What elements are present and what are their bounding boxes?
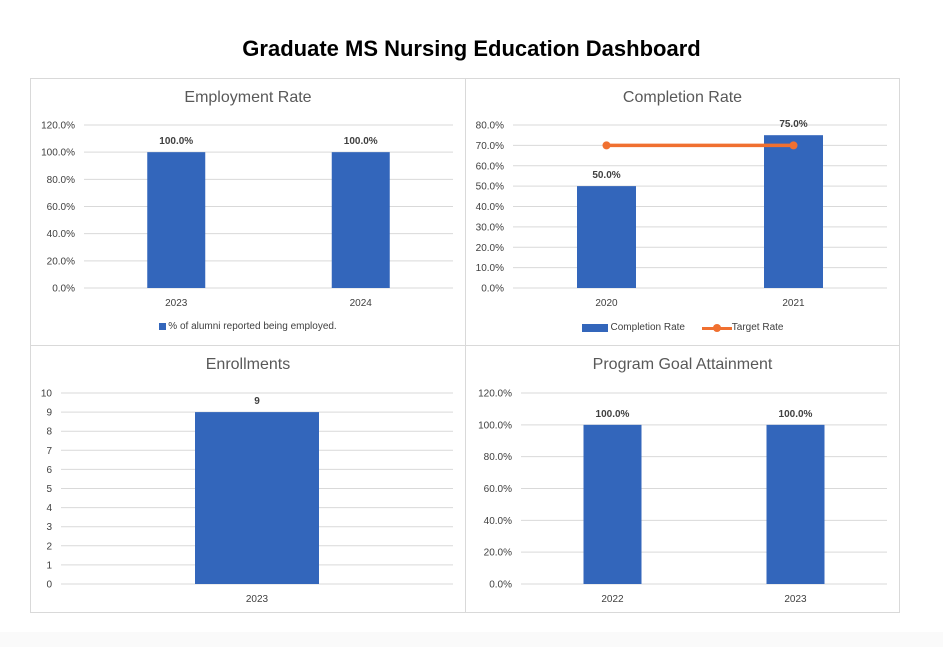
y-tick-label: 70.0% — [476, 141, 504, 152]
bar — [583, 424, 642, 584]
y-tick-label: 120.0% — [41, 121, 75, 132]
y-tick-label: 40.0% — [484, 516, 512, 527]
legend-swatch-bar — [581, 323, 608, 332]
dashboard-title: Graduate MS Nursing Education Dashboard — [242, 36, 701, 61]
x-tick-label: 2022 — [601, 594, 624, 605]
y-tick-label: 30.0% — [476, 222, 504, 233]
y-tick-label: 80.0% — [484, 452, 512, 463]
enrollments-chart: Enrollments 0 1 2 3 4 5 6 7 8 9 10 2023 9 — [30, 345, 466, 613]
y-tick-label: 8 — [46, 427, 52, 438]
y-tick-label: 5 — [46, 484, 52, 495]
x-tick-label: 2023 — [165, 298, 188, 309]
bar — [331, 152, 390, 288]
bar — [766, 424, 825, 584]
data-label: 100.0% — [596, 409, 630, 420]
y-tick-label: 0.0% — [489, 580, 512, 591]
target-point — [602, 141, 611, 150]
y-tick-label: 100.0% — [478, 420, 512, 431]
y-tick-label: 10 — [41, 389, 53, 400]
bar — [764, 135, 823, 288]
y-tick-label: 80.0% — [476, 121, 504, 132]
y-tick-label: 60.0% — [484, 484, 512, 495]
chart-legend: Completion Rate Target Rate — [466, 322, 899, 333]
legend-label: % of alumni reported being employed. — [168, 321, 337, 332]
y-tick-label: 0.0% — [52, 284, 75, 295]
x-tick-label: 2024 — [350, 298, 373, 309]
y-tick-label: 40.0% — [47, 229, 75, 240]
chart-title: Completion Rate — [622, 89, 743, 106]
y-tick-label: 10.0% — [476, 263, 504, 274]
y-tick-label: 6 — [46, 465, 52, 476]
x-tick-label: 2023 — [784, 594, 807, 605]
completion-rate-chart: Completion Rate 0.0% 10.0% 20.0% 30.0% 40.0%… — [465, 78, 900, 346]
x-tick-label: 2021 — [782, 298, 805, 309]
y-tick-label: 4 — [46, 503, 52, 514]
data-label: 100.0% — [159, 136, 193, 147]
employment-rate-chart: Employment Rate 0.0% 20.0% 40.0% 60.0% 80.0%… — [30, 78, 466, 346]
y-tick-label: 9 — [46, 408, 52, 419]
y-tick-label: 0 — [46, 580, 52, 591]
y-tick-label: 60.0% — [476, 161, 504, 172]
target-point — [789, 141, 798, 150]
program-goal-attainment-chart: Program Goal Attainment 0.0% 20.0% 40.0% 60… — [465, 345, 900, 613]
y-tick-label: 2 — [46, 541, 52, 552]
data-label: 50.0% — [592, 170, 620, 181]
data-label: 100.0% — [344, 136, 378, 147]
data-label: 75.0% — [779, 119, 807, 130]
chart-title: Employment Rate — [184, 89, 312, 106]
data-label: 9 — [254, 396, 260, 407]
bar — [147, 152, 206, 288]
y-tick-label: 50.0% — [476, 182, 504, 193]
y-tick-label: 20.0% — [484, 548, 512, 559]
y-tick-label: 100.0% — [41, 148, 75, 159]
y-tick-label: 0.0% — [481, 284, 504, 295]
legend-label: Completion Rate — [610, 322, 685, 333]
y-tick-label: 120.0% — [478, 389, 512, 400]
y-tick-label: 20.0% — [47, 256, 75, 267]
y-tick-label: 80.0% — [47, 175, 75, 186]
x-tick-label: 2020 — [595, 298, 618, 309]
x-tick-label: 2023 — [246, 594, 269, 605]
bar — [577, 186, 636, 288]
data-label: 100.0% — [779, 409, 813, 420]
y-tick-label: 40.0% — [476, 202, 504, 213]
legend-swatch-line — [701, 323, 732, 332]
legend-label: Target Rate — [731, 322, 784, 333]
y-tick-label: 1 — [46, 560, 52, 571]
y-tick-label: 60.0% — [47, 202, 75, 213]
page-footer-strip — [0, 632, 943, 647]
y-tick-label: 3 — [46, 522, 52, 533]
y-tick-label: 20.0% — [476, 243, 504, 254]
chart-title: Program Goal Attainment — [592, 356, 773, 373]
chart-title: Enrollments — [205, 356, 291, 373]
bar — [195, 412, 319, 584]
y-tick-label: 7 — [46, 446, 52, 457]
chart-legend: % of alumni reported being employed. — [31, 321, 465, 332]
legend-swatch-bar — [159, 323, 167, 330]
